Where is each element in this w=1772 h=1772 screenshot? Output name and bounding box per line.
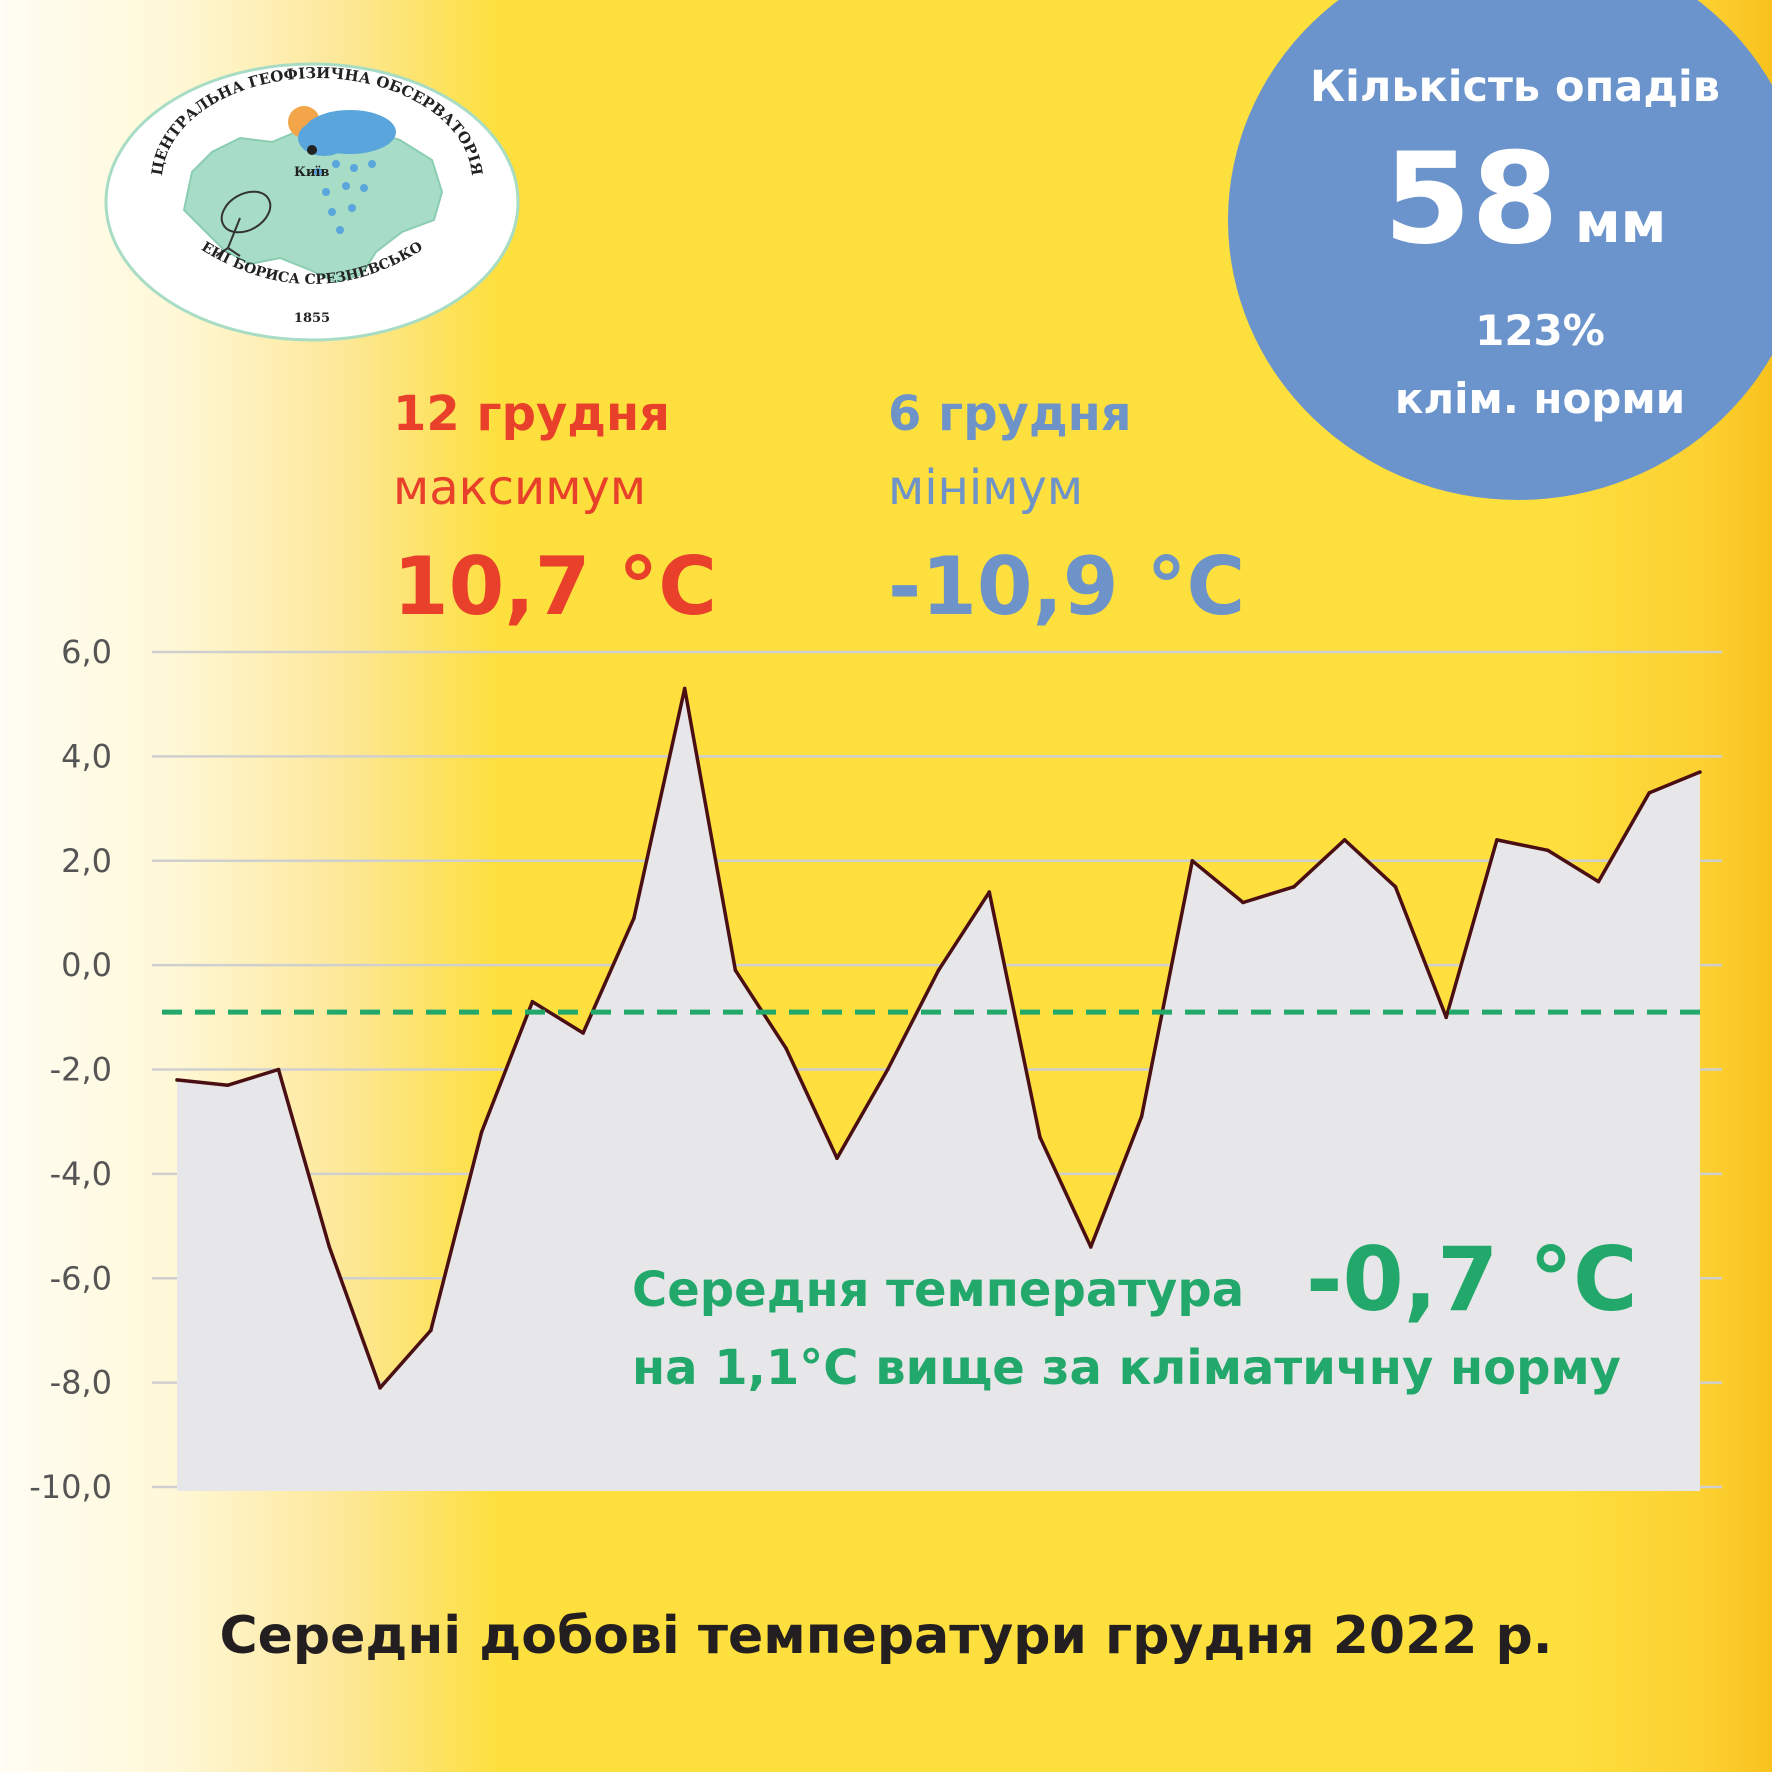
data-point [682,686,687,691]
data-point [784,1046,788,1051]
y-tick-label: 4,0 [61,737,112,775]
data-point [276,1067,281,1072]
precipitation-number: 58 [1383,125,1559,272]
min-value: -10,9 °C [888,540,1246,633]
kyiv-marker [307,145,317,155]
precipitation-norm-label: клім. норми [1394,374,1686,423]
rain-icon [314,160,376,234]
chart-title: Середні добові температури грудня 2022 р… [219,1606,1553,1666]
precipitation-value: 58 мм [1350,136,1700,262]
data-point [1495,838,1499,842]
data-point [530,999,535,1004]
data-point [987,890,992,894]
temperature-area [177,688,1700,1491]
data-point [581,1031,585,1035]
data-point [835,1156,839,1161]
svg-text:Київ: Київ [294,165,329,180]
data-point [1038,1135,1042,1140]
data-point [225,1083,230,1087]
max-label: максимум [393,460,647,516]
y-tick-label: -2,0 [50,1051,112,1089]
precipitation-percent: 123% [1475,306,1605,355]
data-points [175,686,1702,1390]
y-tick-label: 6,0 [61,633,112,671]
y-tick-label: -8,0 [50,1364,112,1402]
observatory-logo: Київ ЦЕНТРАЛЬНА ГЕОФІЗИЧНА ОБСЕРВАТОРІЯ … [100,60,520,342]
min-label: мінімум [888,460,1084,516]
mean-temperature-label: Середня температура [632,1262,1245,1318]
data-point [1545,848,1550,853]
antenna-icon [215,190,272,257]
data-point [1190,858,1195,863]
precipitation-title: Кількість опадів [1309,62,1720,112]
data-point [936,968,941,973]
y-tick-labels: 6,0 4,0 2,0 0,0 -2,0 -4,0 -6,0 -8,0 -10,0 [29,633,112,1506]
mean-anomaly-text: на 1,1°C вище за кліматичну норму [632,1340,1621,1396]
data-point [1698,770,1702,774]
precipitation-unit: мм [1574,191,1667,256]
data-point [429,1328,433,1333]
y-tick-label: -6,0 [50,1259,112,1297]
max-date: 12 грудня [393,386,670,442]
y-tick-label: -4,0 [50,1155,112,1193]
data-point [885,1067,890,1072]
max-value: 10,7 °C [393,540,717,633]
data-point [378,1386,382,1390]
data-point [1241,900,1245,905]
data-point [632,916,636,920]
data-point [175,1078,179,1082]
y-tick-label: -10,0 [29,1468,112,1506]
data-point [1393,885,1398,889]
data-point [1292,885,1296,889]
precipitation-circle [1228,0,1772,500]
data-point [1596,879,1601,884]
data-point [1139,1114,1144,1119]
min-date: 6 грудня [888,386,1132,442]
data-point [1647,791,1652,795]
data-point [479,1130,484,1134]
data-point [733,968,738,973]
y-tick-label: 0,0 [61,946,112,984]
svg-text:1855: 1855 [294,311,330,326]
mean-temperature-value: -0,7 °C [1306,1228,1638,1331]
data-point [1444,1015,1448,1020]
y-tick-label: 2,0 [61,842,112,880]
data-point [1342,838,1347,842]
temperature-chart: 6,0 4,0 2,0 0,0 -2,0 -4,0 -6,0 -8,0 -10,0 [29,633,1722,1506]
data-point [327,1245,332,1249]
data-point [1089,1245,1093,1249]
